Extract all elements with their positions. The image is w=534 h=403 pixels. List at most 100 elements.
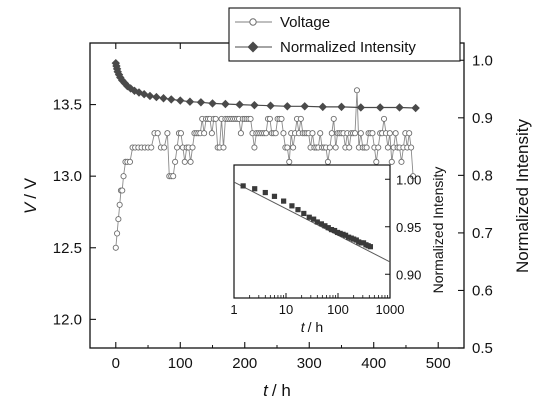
voltage-point [297, 115, 304, 122]
voltage-point [154, 130, 161, 137]
inset-point [367, 244, 374, 250]
voltage-point [286, 158, 293, 165]
inset-series: 1 10 100 1000 0.90 0.95 1.00 [230, 172, 421, 317]
x-tick-label: 0 [112, 355, 120, 372]
intensity-point [159, 94, 168, 103]
intensity-point [235, 100, 244, 109]
voltage-point [380, 115, 388, 122]
voltage-point [375, 144, 382, 151]
y-axis-right-label: Normalized Intensity [513, 119, 532, 274]
voltage-point [278, 115, 285, 122]
y-left-tick-label: 12.0 [53, 311, 82, 328]
main-axes: 0 100 200 300 400 500 12.0 12.5 13.0 13.5 0.5 0.6 0.… [53, 43, 493, 372]
voltage-point [388, 158, 395, 165]
inset-x-tick-label: 1000 [376, 302, 405, 317]
voltage-point [189, 144, 196, 151]
inset-point [331, 227, 338, 234]
y-right-tick-label: 0.8 [472, 167, 493, 184]
voltage-point [398, 158, 405, 165]
voltage-point [284, 144, 291, 151]
inset-point [295, 207, 301, 213]
intensity-point [145, 91, 155, 101]
voltage-point [324, 158, 331, 165]
y-left-tick-label: 13.0 [53, 168, 82, 185]
voltage-point [266, 115, 273, 122]
inset-x-tick-label: 1 [230, 302, 237, 317]
y-axis-left-label: V/ V [21, 177, 40, 214]
voltage-point [351, 130, 359, 137]
legend-intensity-marker [247, 41, 259, 53]
voltage-point [201, 130, 208, 137]
inset-point [322, 223, 328, 229]
intensity-point [250, 100, 259, 110]
voltage-point [177, 130, 184, 137]
inset-point [306, 214, 312, 220]
voltage-point [126, 158, 134, 165]
x-tick-label: 100 [168, 355, 193, 372]
y-right-tick-label: 0.6 [472, 282, 493, 299]
voltage-point [237, 130, 244, 137]
voltage-point [290, 144, 297, 151]
inset-point [281, 198, 287, 204]
voltage-point [280, 130, 287, 137]
voltage-point [326, 144, 333, 151]
legend-voltage-marker [249, 18, 257, 26]
y-right-tick-label: 1.0 [472, 52, 493, 69]
y-right-tick-label: 0.9 [472, 110, 493, 127]
inset-point [318, 221, 325, 227]
voltage-point [174, 144, 181, 151]
y-right-tick-label: 0.7 [472, 225, 493, 242]
intensity-point [337, 102, 346, 112]
intensity-point [139, 90, 149, 99]
intensity-point [300, 102, 309, 111]
inset-point [301, 210, 307, 217]
voltage-point [408, 144, 415, 151]
voltage-point [251, 144, 258, 151]
intensity-point [196, 98, 206, 107]
inset-point [289, 203, 295, 209]
voltage-point [112, 244, 119, 251]
intensity-point [152, 92, 161, 102]
voltage-point [170, 173, 177, 180]
voltage-point [330, 115, 337, 122]
voltage-point [346, 144, 353, 151]
inset-y-tick-label: 1.00 [396, 172, 421, 187]
voltage-point [410, 173, 417, 180]
x-axis-label: t / h [263, 381, 291, 400]
inset-point [314, 219, 320, 225]
intensity-point [411, 103, 420, 113]
intensity-point [395, 103, 404, 112]
legend: Voltage Normalized Intensity [228, 7, 461, 62]
inset-y-axis-label: Normalized Intensity [430, 167, 446, 294]
intensity-point [176, 96, 185, 105]
intensity-point [134, 88, 144, 97]
x-tick-label: 200 [232, 355, 257, 372]
voltage-point [161, 144, 168, 151]
voltage-series [112, 87, 417, 251]
inset-x-tick-label: 10 [279, 302, 293, 317]
inset-x-tick-label: 100 [327, 302, 349, 317]
voltage-point [353, 87, 361, 94]
voltage-point [114, 230, 121, 237]
voltage-point [116, 201, 123, 208]
inset-point [262, 189, 268, 196]
voltage-point [309, 130, 316, 137]
inset-point [337, 230, 343, 236]
legend-intensity-label: Normalized Intensity [280, 39, 416, 56]
inset-point [252, 186, 258, 192]
intensity-series [111, 58, 420, 113]
inset-y-tick-label: 0.95 [396, 220, 421, 235]
voltage-point [332, 144, 339, 151]
voltage-point [386, 130, 393, 137]
inset-point [342, 232, 349, 238]
intensity-point [185, 97, 195, 106]
y-left-tick-label: 12.5 [53, 240, 82, 257]
inset-point [328, 227, 335, 233]
inset-point [240, 183, 246, 189]
intensity-point [167, 95, 176, 104]
voltage-point [317, 130, 324, 137]
x-tick-label: 300 [297, 355, 322, 372]
voltage-point [328, 130, 335, 137]
intensity-point [266, 101, 275, 110]
inset-point [311, 216, 317, 222]
